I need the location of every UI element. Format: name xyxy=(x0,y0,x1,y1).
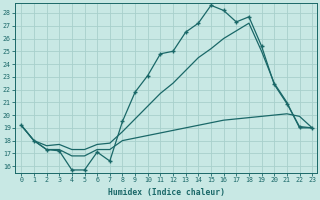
X-axis label: Humidex (Indice chaleur): Humidex (Indice chaleur) xyxy=(108,188,225,197)
